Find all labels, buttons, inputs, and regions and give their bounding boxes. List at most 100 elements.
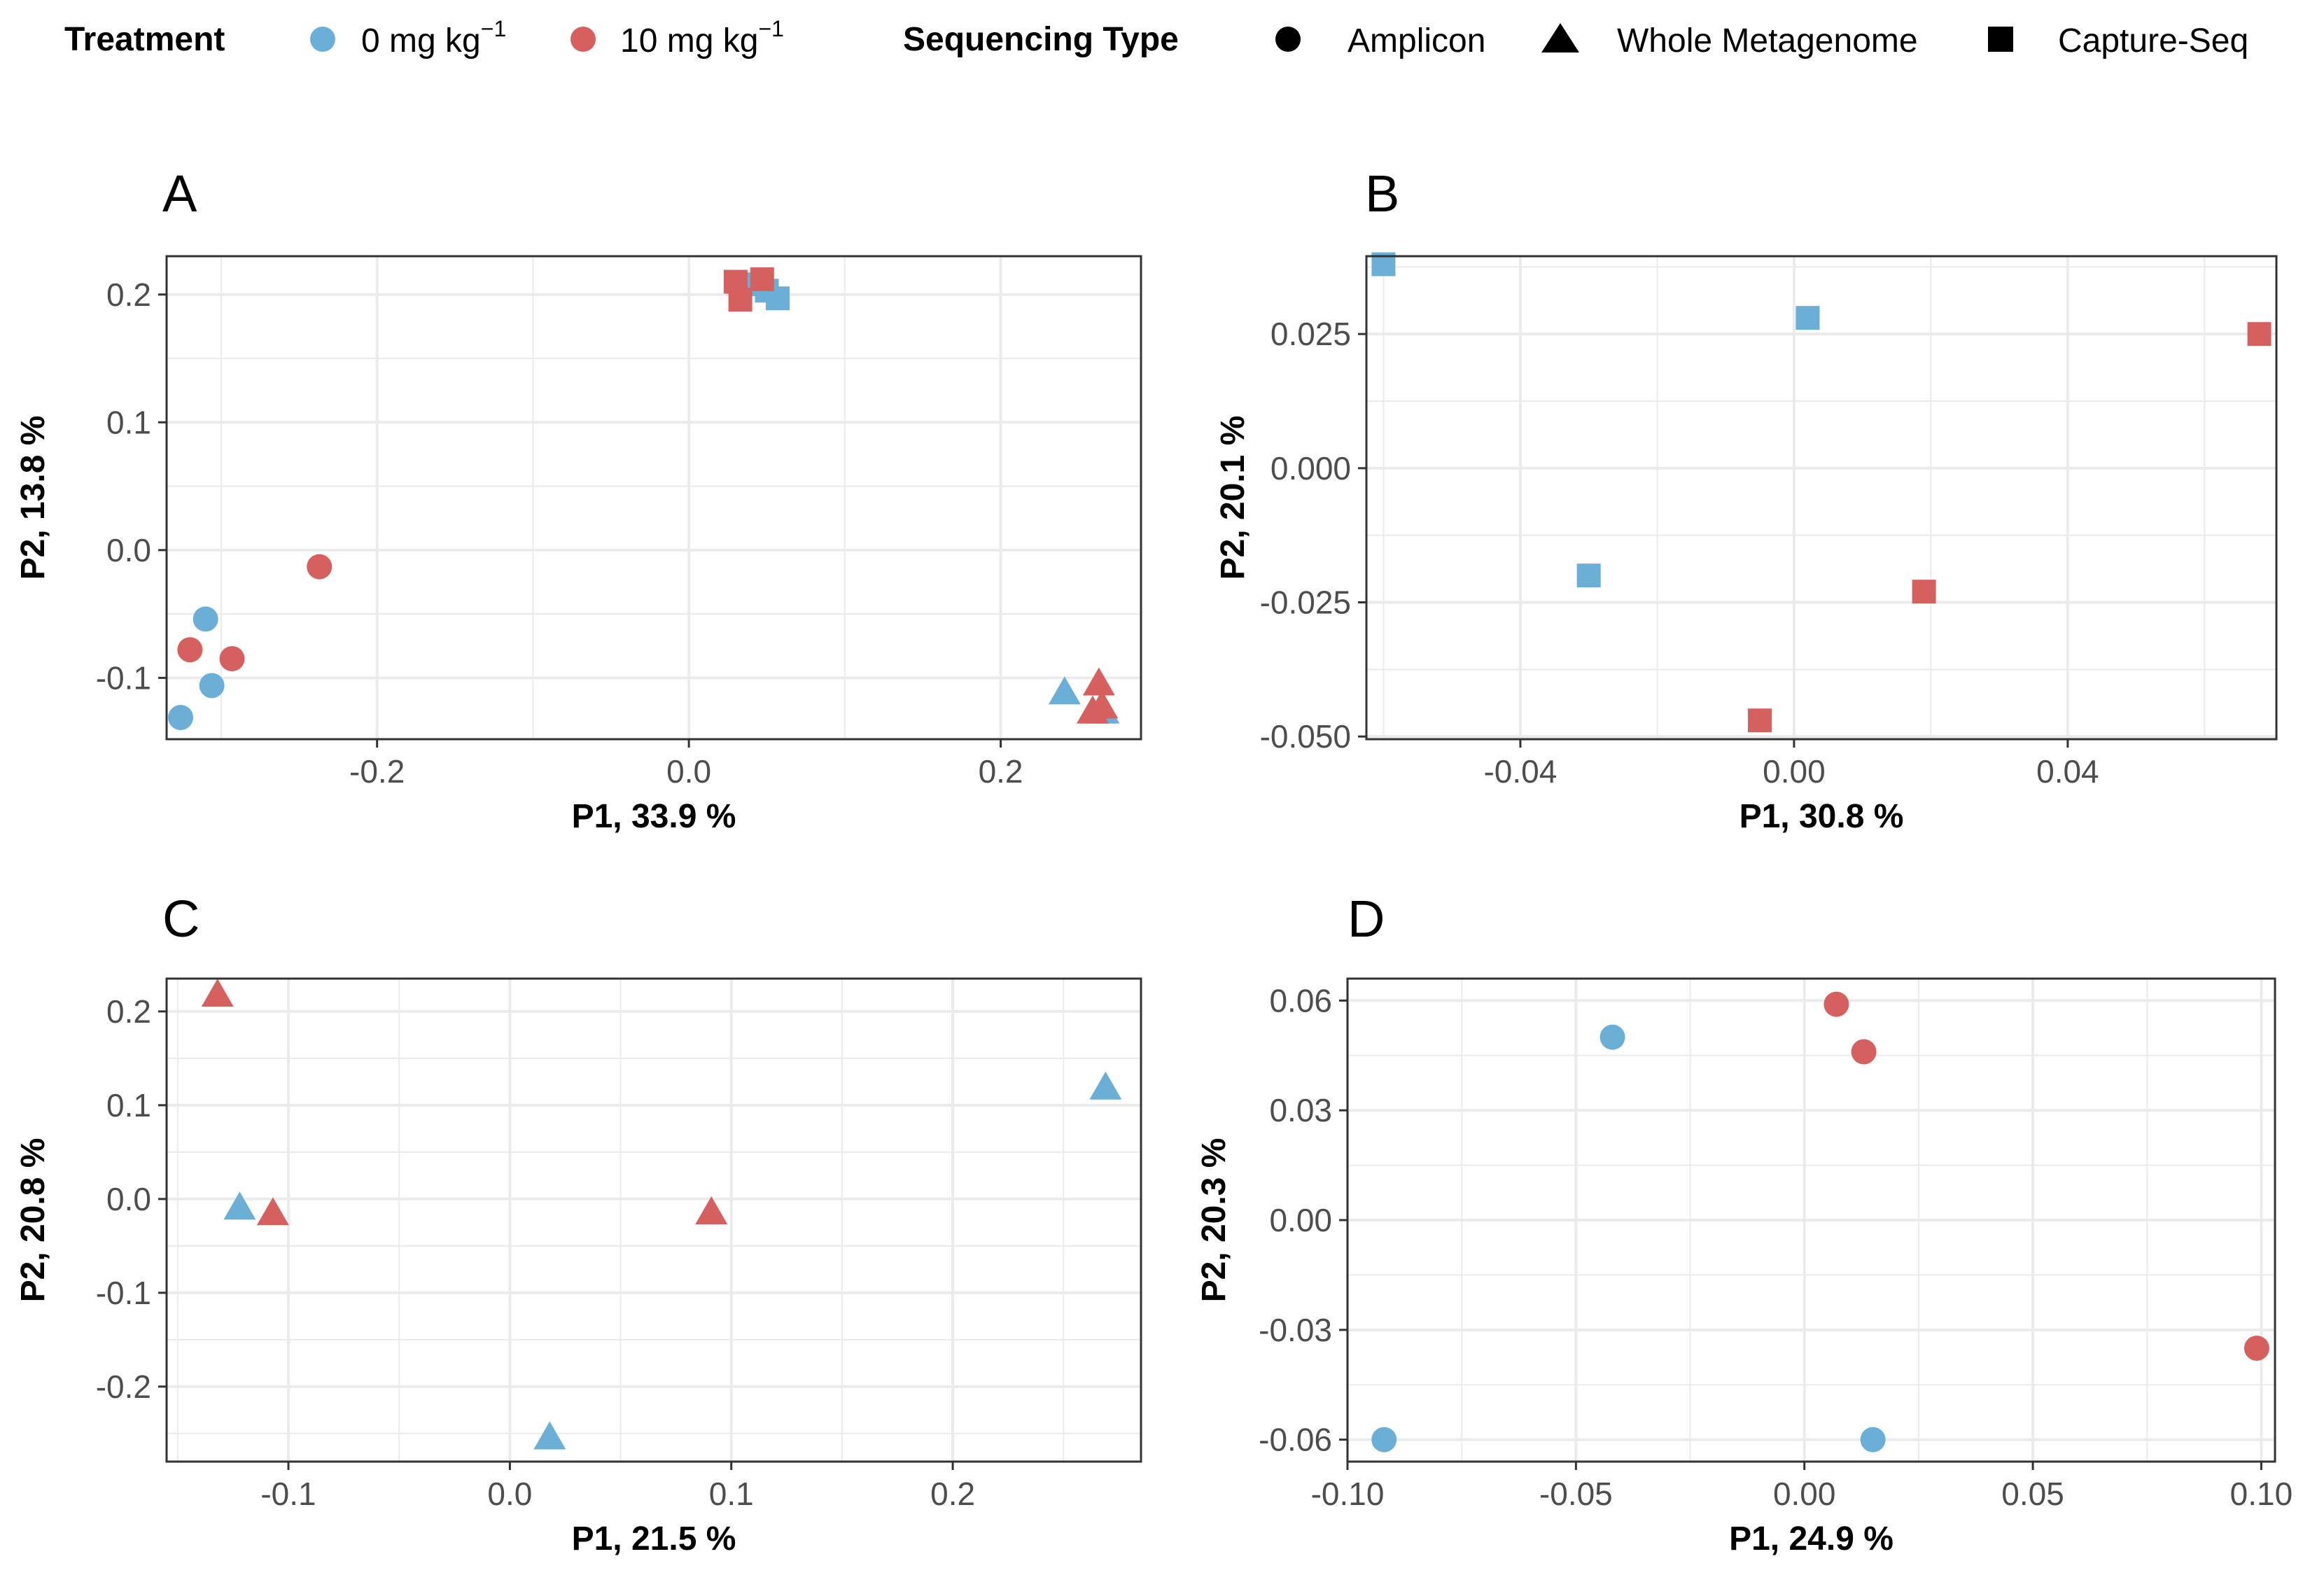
data-point xyxy=(1576,564,1601,588)
plot-background xyxy=(167,979,1141,1462)
legend-ctrl-swatch xyxy=(310,27,335,52)
x-axis-label: P1, 30.8 % xyxy=(1740,798,1904,835)
data-point xyxy=(1082,667,1115,696)
data-point xyxy=(728,288,752,312)
x-axis-label: P1, 21.5 % xyxy=(572,1520,736,1558)
data-point xyxy=(192,606,218,632)
circle-icon xyxy=(1275,27,1301,52)
y-tick-label: -0.1 xyxy=(96,659,151,696)
legend-seq-amplicon: Amplicon xyxy=(1348,22,1485,59)
data-point xyxy=(1912,580,1936,604)
x-tick-label: 0.04 xyxy=(2036,753,2099,790)
y-tick-label: 0.0 xyxy=(106,532,151,568)
y-tick-label: 0.06 xyxy=(1269,982,1332,1018)
x-tick-label: 0.0 xyxy=(666,753,711,790)
x-tick-label: 0.10 xyxy=(2230,1476,2293,1512)
y-tick-label: 0.00 xyxy=(1269,1202,1332,1238)
x-tick-label: -0.2 xyxy=(349,753,405,790)
data-point xyxy=(223,1191,256,1220)
data-point xyxy=(2244,1335,2269,1361)
x-tick-label: 0.00 xyxy=(1773,1476,1836,1512)
panel-tag-c: C xyxy=(162,890,200,948)
x-tick-label: -0.04 xyxy=(1483,753,1557,790)
panel-tag-a: A xyxy=(162,164,197,223)
data-point xyxy=(168,704,194,730)
x-tick-label: 0.2 xyxy=(979,753,1023,790)
plot-background xyxy=(1366,256,2276,739)
data-point xyxy=(1795,306,1820,330)
data-point xyxy=(1371,1427,1397,1452)
y-tick-label: 0.2 xyxy=(106,276,151,313)
panel-a: -0.2 0.0 0.2 -0.1 0.0 0.1 0.2 P1, 33.9 % P2, 13.… xyxy=(15,255,1142,835)
points-a xyxy=(168,267,1120,730)
legend-seq-metagenome: Whole Metagenome xyxy=(1617,22,1918,59)
y-tick-label: 0.1 xyxy=(106,404,151,440)
x-axis-label: P1, 33.9 % xyxy=(572,798,736,835)
data-point xyxy=(2247,322,2272,346)
data-point xyxy=(695,1196,728,1224)
legend-treat-label: 10 mg kg−1 xyxy=(620,16,784,59)
points-b xyxy=(1371,252,2272,733)
plot-frame xyxy=(1346,977,2276,1463)
data-point xyxy=(199,673,225,699)
x-tick-label: 0.0 xyxy=(487,1476,532,1512)
legend-ctrl-label: 0 mg kg−1 xyxy=(361,16,506,59)
y-tick-label: 0.2 xyxy=(106,993,151,1030)
panel-b: -0.04 0.00 0.04 -0.050 -0.025 0.000 0.025 P1, 3… xyxy=(1214,252,2278,835)
y-tick-label: 0.025 xyxy=(1270,316,1351,352)
y-tick-label: 0.000 xyxy=(1270,450,1351,486)
panel-tag-b: B xyxy=(1365,164,1399,223)
data-point xyxy=(307,554,332,580)
data-point xyxy=(1748,708,1772,733)
data-point xyxy=(1048,676,1081,705)
triangle-icon xyxy=(1541,23,1579,52)
data-point xyxy=(533,1421,566,1450)
data-point xyxy=(256,1197,289,1226)
y-tick-label: -0.03 xyxy=(1259,1312,1332,1348)
legend-seq-capture: Capture-Seq xyxy=(2058,22,2248,59)
plot-background xyxy=(167,256,1141,739)
data-point xyxy=(1089,1071,1122,1100)
y-tick-label: -0.1 xyxy=(96,1275,151,1311)
points-d xyxy=(1371,991,2269,1452)
plot-frame xyxy=(165,977,1142,1463)
legend-seq-title: Sequencing Type xyxy=(903,21,1179,58)
y-axis-label: P2, 20.3 % xyxy=(1196,1138,1233,1303)
legend-treat-swatch xyxy=(570,27,596,52)
square-icon xyxy=(1988,27,2013,52)
legend: Treatment 0 mg kg−1 10 mg kg−1 Sequencin… xyxy=(64,16,2248,59)
y-tick-label: -0.050 xyxy=(1260,718,1351,755)
data-point xyxy=(1851,1039,1877,1065)
x-tick-label: 0.1 xyxy=(709,1476,754,1512)
plot-frame xyxy=(165,255,1142,741)
y-axis-label: P2, 13.8 % xyxy=(15,416,52,580)
data-point xyxy=(1823,991,1849,1017)
data-point xyxy=(219,646,245,671)
plot-frame xyxy=(1365,255,2278,741)
x-axis-label: P1, 24.9 % xyxy=(1729,1520,1893,1558)
x-tick-label: 0.2 xyxy=(930,1476,975,1512)
x-tick-label: -0.05 xyxy=(1539,1476,1613,1512)
data-point xyxy=(1860,1427,1886,1452)
legend-treatment-title: Treatment xyxy=(64,21,225,58)
x-tick-label: -0.1 xyxy=(260,1476,316,1512)
y-tick-label: 0.0 xyxy=(106,1181,151,1217)
x-tick-label: 0.05 xyxy=(2001,1476,2064,1512)
panel-c: -0.1 0.0 0.1 0.2 -0.2 -0.1 0.0 0.1 0.2 P1, 21.5 %… xyxy=(15,977,1142,1558)
y-tick-label: 0.03 xyxy=(1269,1092,1332,1128)
data-point xyxy=(1086,690,1119,719)
panel-d: -0.10 -0.05 0.00 0.05 0.10 -0.06 -0.03 0.00 0.03… xyxy=(1196,977,2293,1558)
data-point xyxy=(177,637,203,663)
y-tick-label: -0.2 xyxy=(96,1368,151,1405)
points-c xyxy=(201,979,1122,1450)
x-tick-label: 0.00 xyxy=(1763,753,1826,790)
y-tick-label: -0.025 xyxy=(1260,584,1351,621)
x-tick-label: -0.10 xyxy=(1311,1476,1385,1512)
panel-tag-d: D xyxy=(1348,890,1385,948)
y-tick-label: 0.1 xyxy=(106,1087,151,1124)
data-point xyxy=(1600,1024,1625,1050)
y-tick-label: -0.06 xyxy=(1259,1422,1332,1458)
data-point xyxy=(201,979,234,1007)
y-axis-label: P2, 20.8 % xyxy=(15,1138,52,1303)
